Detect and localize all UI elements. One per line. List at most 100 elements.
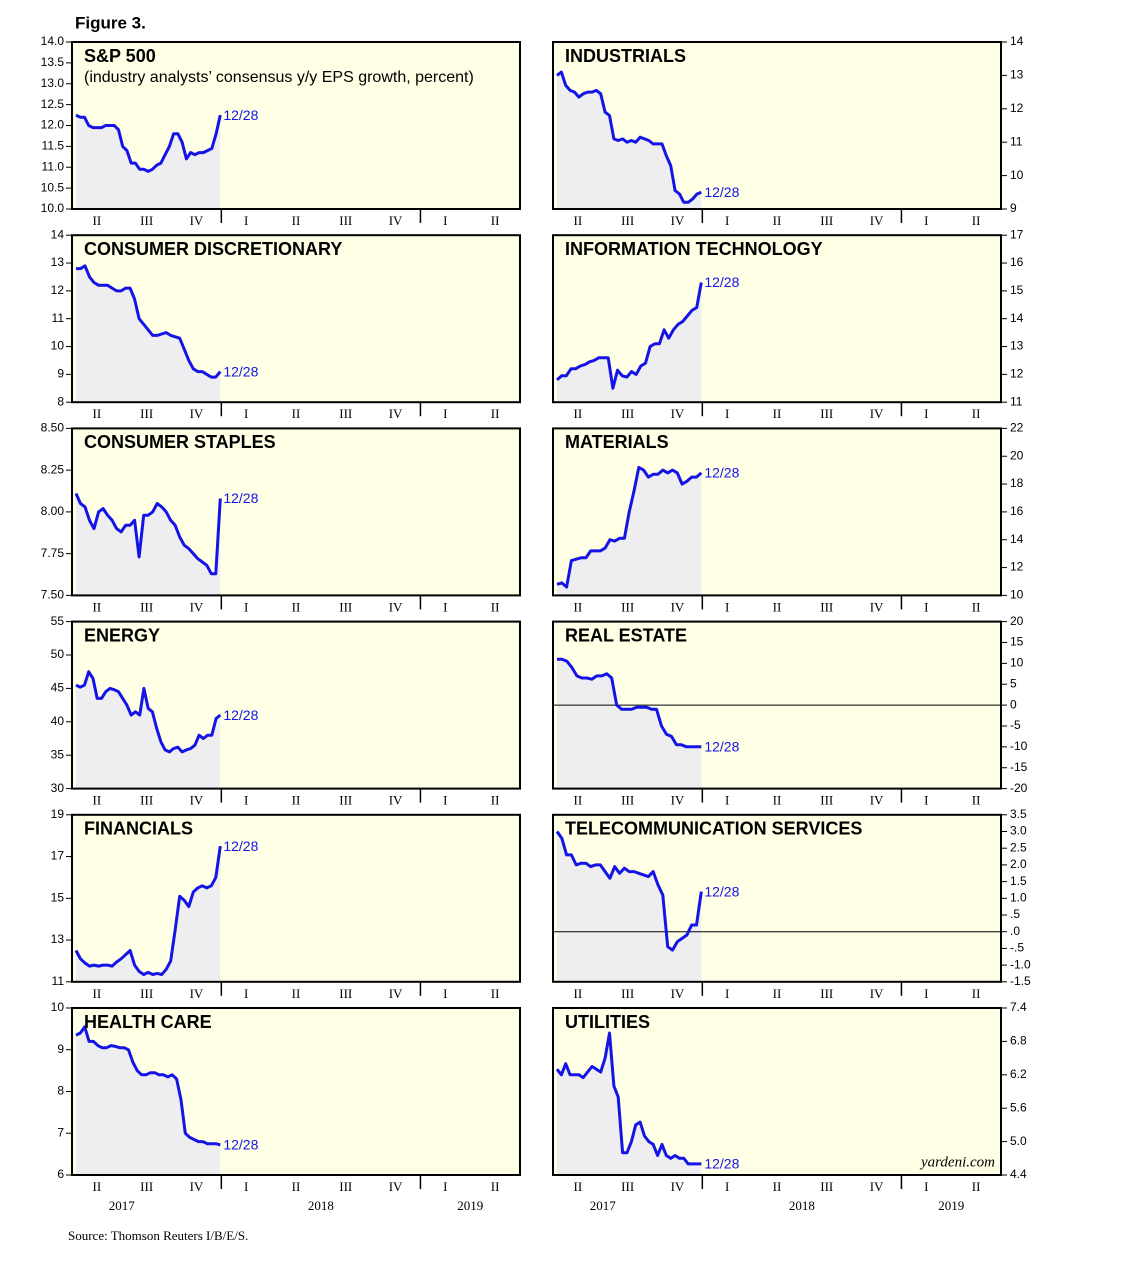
y-tick-label: 17 <box>1010 227 1024 241</box>
area <box>557 659 702 789</box>
line <box>74 845 222 976</box>
area <box>76 265 221 403</box>
y-tick-label: 13 <box>1010 68 1024 82</box>
line <box>555 830 703 952</box>
y-tick-label: 14 <box>51 227 65 241</box>
y-tick-label: 10.0 <box>41 201 65 215</box>
x-tick-label: IV <box>870 406 884 421</box>
y-tick-label: 10 <box>1010 168 1024 182</box>
area <box>557 467 702 596</box>
line <box>557 657 702 749</box>
x-tick-label: II <box>93 406 102 421</box>
area <box>76 493 221 596</box>
x-tick-label: IV <box>389 1179 403 1194</box>
x-tick-label: II <box>292 599 301 614</box>
x-tick-label: III <box>621 1179 634 1194</box>
x-tick-label: III <box>339 406 352 421</box>
x-tick-label: IV <box>671 793 685 808</box>
x-tick-label: III <box>621 406 634 421</box>
x-tick-label: IV <box>389 986 403 1001</box>
y-tick-label: 8 <box>57 394 64 408</box>
y-tick-label: 1.0 <box>1010 890 1027 904</box>
x-tick-label: II <box>491 599 500 614</box>
x-tick-label: II <box>491 986 500 1001</box>
line <box>74 492 222 576</box>
chart-title: CONSUMER STAPLES <box>84 432 276 452</box>
y-tick-label: 9 <box>57 367 64 381</box>
x-tick-label: I <box>443 793 447 808</box>
y-tick-label: 5 <box>1010 676 1017 690</box>
year-label: 2017 <box>109 1198 136 1213</box>
y-tick-label: 8.25 <box>41 462 65 476</box>
chart-title: MATERIALS <box>565 432 669 452</box>
x-tick-label: III <box>820 1179 833 1194</box>
y-tick-label: 13 <box>51 255 65 269</box>
y-tick-label: 18 <box>1010 476 1024 490</box>
y-tick-label: 5.0 <box>1010 1134 1027 1148</box>
x-tick-label: IV <box>389 406 403 421</box>
x-tick-label: III <box>140 213 153 228</box>
y-tick-label: 8.00 <box>41 504 65 518</box>
x-tick-label: III <box>820 793 833 808</box>
x-tick-label: I <box>244 986 248 1001</box>
x-tick-label: I <box>244 213 248 228</box>
y-tick-label: 7.75 <box>41 546 65 560</box>
x-tick-label: IV <box>389 599 403 614</box>
y-tick-label: 9 <box>57 1042 64 1056</box>
y-tick-label: 20 <box>1010 448 1024 462</box>
area <box>557 72 702 209</box>
x-tick-label: III <box>820 406 833 421</box>
x-tick-label: IV <box>870 986 884 1001</box>
x-tick-label: II <box>972 1179 981 1194</box>
area <box>557 831 702 982</box>
area <box>76 115 221 209</box>
x-tick-label: I <box>443 986 447 1001</box>
y-tick-label: -1.0 <box>1010 957 1031 971</box>
area <box>76 671 221 789</box>
x-tick-label: III <box>820 213 833 228</box>
y-tick-label: 13 <box>51 932 65 946</box>
x-tick-label: II <box>491 1179 500 1194</box>
x-tick-label: II <box>93 986 102 1001</box>
y-tick-label: 6.2 <box>1010 1067 1027 1081</box>
x-tick-label: III <box>621 793 634 808</box>
x-tick-label: II <box>93 793 102 808</box>
annotation: 12/28 <box>223 490 258 506</box>
x-tick-label: III <box>621 213 634 228</box>
chart-title: TELECOMMUNICATION SERVICES <box>565 819 862 839</box>
y-tick-label: 13.5 <box>41 55 65 69</box>
x-tick-label: II <box>773 793 782 808</box>
x-tick-label: II <box>773 1179 782 1194</box>
x-tick-label: IV <box>190 213 204 228</box>
y-tick-label: -5 <box>1010 718 1021 732</box>
y-tick-label: 14 <box>1010 34 1024 48</box>
x-tick-label: II <box>292 986 301 1001</box>
annotation: 12/28 <box>704 184 739 200</box>
x-tick-label: III <box>621 986 634 1001</box>
x-tick-label: IV <box>190 793 204 808</box>
y-tick-label: 12.5 <box>41 97 65 111</box>
x-tick-label: I <box>244 406 248 421</box>
x-tick-label: IV <box>870 1179 884 1194</box>
x-tick-label: II <box>773 599 782 614</box>
x-tick-label: I <box>244 793 248 808</box>
watermark: yardeni.com <box>919 1154 995 1170</box>
x-tick-label: II <box>574 1179 583 1194</box>
y-tick-label: 30 <box>51 781 65 795</box>
y-tick-label: 35 <box>51 747 65 761</box>
x-tick-label: IV <box>671 1179 685 1194</box>
y-tick-label: 13 <box>1010 339 1024 353</box>
y-tick-label: 10 <box>51 339 65 353</box>
y-tick-label: 45 <box>51 681 65 695</box>
x-tick-label: III <box>820 986 833 1001</box>
y-tick-label: 7 <box>57 1125 64 1139</box>
x-tick-label: I <box>443 213 447 228</box>
y-tick-label: .5 <box>1010 907 1020 921</box>
x-tick-label: II <box>574 406 583 421</box>
y-tick-label: 12.0 <box>41 118 65 132</box>
x-tick-label: III <box>820 599 833 614</box>
line <box>75 113 222 173</box>
x-tick-label: IV <box>190 599 204 614</box>
y-tick-label: 2.0 <box>1010 857 1027 871</box>
y-tick-label: 3.5 <box>1010 807 1027 821</box>
